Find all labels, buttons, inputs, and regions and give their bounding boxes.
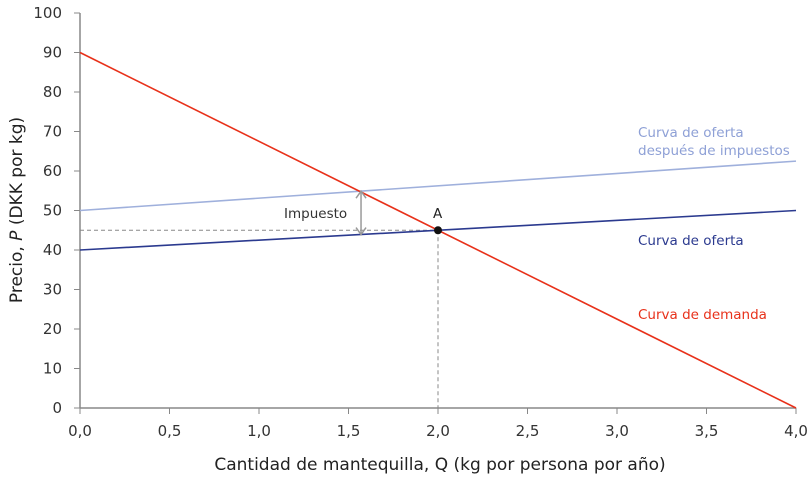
demand-label: Curva de demanda <box>638 307 767 323</box>
x-tick-label: 2,5 <box>516 422 540 440</box>
x-tick-label: 3,5 <box>695 422 719 440</box>
x-tick-label: 0,5 <box>158 422 182 440</box>
after-tax-supply-curve <box>79 160 797 212</box>
y-tick-label: 100 <box>33 4 62 22</box>
x-tick-label: 4,0 <box>784 422 808 440</box>
y-tick-label: 50 <box>43 202 62 220</box>
y-tick-label: 30 <box>43 281 62 299</box>
point-a-label: A <box>433 206 443 222</box>
y-tick-label: 0 <box>52 399 62 417</box>
point-a <box>434 226 442 235</box>
y-tick-label: 60 <box>43 162 62 180</box>
tax-label: Impuesto <box>284 206 347 222</box>
x-tick-label: 1,5 <box>337 422 361 440</box>
y-tick-label: 90 <box>43 44 62 62</box>
supply-label: Curva de oferta <box>638 233 744 249</box>
y-tick-label: 10 <box>43 360 62 378</box>
x-axis-label: Cantidad de mantequilla, Q (kg por perso… <box>214 455 665 475</box>
x-tick-label: 1,0 <box>247 422 271 440</box>
y-axis-label: Precio, P (DKK por kg) <box>7 117 27 303</box>
y-tick-label: 40 <box>43 241 62 259</box>
after-tax-supply-label-2: después de impuestos <box>638 143 790 159</box>
x-tick-label: 0,0 <box>68 422 92 440</box>
tax-arrow-head-down <box>355 227 367 236</box>
tax-arrow-head-up <box>355 189 367 199</box>
y-tick-label: 80 <box>43 83 62 101</box>
y-tick-label: 20 <box>43 320 62 338</box>
y-tick-label: 70 <box>43 123 62 141</box>
after-tax-supply-label-1: Curva de oferta <box>638 125 744 141</box>
x-tick-label: 3,0 <box>605 422 629 440</box>
x-tick-label: 2,0 <box>426 422 450 440</box>
